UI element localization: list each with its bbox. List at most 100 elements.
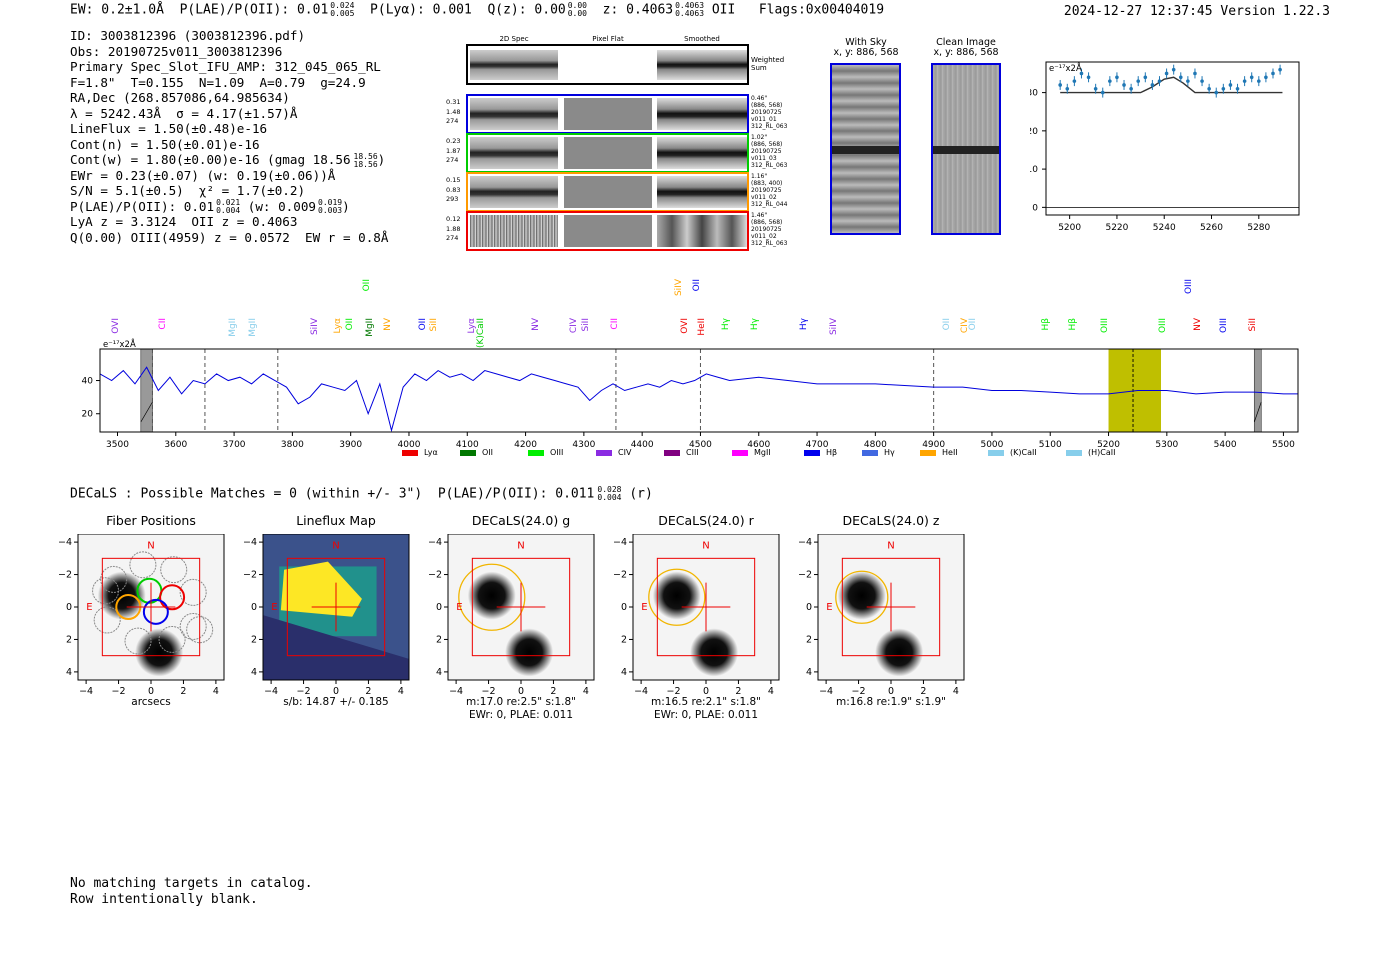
data-point (1264, 75, 1268, 80)
spectral-line-label: SiIV (828, 318, 839, 336)
data-point (1200, 79, 1204, 83)
x-tick-label: −4 (79, 686, 93, 697)
info-line: Obs: 20190725v011_3003812396 (70, 43, 283, 59)
y-tick-label: 20 (1030, 127, 1038, 137)
legend-item: Hβ (804, 448, 837, 457)
lineflux-peak (280, 561, 362, 617)
x-tick-label: 3700 (223, 440, 246, 450)
header-version: Version 1.22.3 (1220, 4, 1330, 19)
x-tick-label: 3600 (164, 440, 187, 450)
x-tick-label: 4100 (456, 440, 479, 450)
y-tick-label: −2 (613, 570, 627, 581)
info-line: EWr = 0.23(±0.07) (w: 0.19(±0.06))Å (70, 167, 336, 183)
x-tick-label: 5240 (1153, 223, 1176, 233)
fiber-row-frame (466, 211, 749, 251)
x-tick-label: 4 (583, 686, 589, 697)
header-line: EW: 0.2±1.0Å P(LAE)/P(OII): 0.01 0.024 0.0… (70, 2, 884, 18)
spectral-line-label: Hβ (1067, 318, 1078, 331)
weighted-sum-frame (466, 44, 749, 85)
info-line: λ = 5242.43Å σ = 4.17(±1.57)Å (70, 105, 298, 121)
spectrum-frame (99, 348, 1299, 433)
east-label: E (826, 602, 832, 613)
data-point (1271, 71, 1275, 76)
north-label: N (702, 541, 709, 552)
decals-panel-caption: s/b: 14.87 +/- 0.185 (283, 696, 389, 708)
spectral-line-label: SiII (429, 318, 440, 332)
east-label: E (641, 602, 647, 613)
x-tick-label: 4800 (864, 440, 887, 450)
legend-label: MgII (754, 448, 771, 457)
decals-panel-image: N E −4 4 −2 2 0 0 2 −2 4 −4 (613, 534, 780, 697)
x-tick-label: 5280 (1247, 223, 1270, 233)
x-tick-label: 5260 (1200, 223, 1223, 233)
zoom-line-chart: 5200 5220 5240 5260 5280 0 10 20 30 e⁻¹⁷x2Å (1030, 55, 1330, 235)
galaxy-1 (837, 571, 886, 620)
fiber-flat-cutout (564, 215, 652, 247)
spectral-line-label: Hβ (1041, 318, 1052, 331)
target-box (286, 557, 386, 657)
y-tick-label: −4 (243, 537, 257, 548)
x-tick-label: 2 (735, 686, 741, 697)
legend-item: Lyα (402, 448, 438, 457)
info-line: RA,Dec (268.857086,64.985634) (70, 90, 290, 105)
info-plae: P(LAE)/P(OII): 0.01 (70, 198, 215, 214)
spectral-line-label: OII (344, 318, 355, 331)
legend-label: (K)CaII (1010, 448, 1037, 457)
data-point (1129, 86, 1133, 91)
x-tick-label: 4300 (572, 440, 595, 450)
decals-panel-image: N E −4 4 −2 2 0 0 2 −2 4 −4 (798, 534, 965, 697)
x-tick-label: 2 (920, 686, 926, 697)
spectral-line-label: OII (417, 318, 428, 331)
x-tick-label: 0 (148, 686, 154, 697)
x-tick-label: −2 (482, 686, 496, 697)
x-tick-label: 2 (550, 686, 556, 697)
spectral-line-label-upper: OII (362, 279, 373, 292)
fiber-2d-cutout (470, 215, 558, 247)
legend-item: CIII (664, 448, 699, 457)
y-tick-label: −4 (428, 537, 442, 548)
x-tick-label: −4 (634, 686, 648, 697)
y-tick-label: 2 (806, 634, 812, 645)
y-tick-label: 0 (436, 602, 442, 613)
legend-item: OII (460, 448, 493, 457)
data-point (1065, 86, 1070, 91)
spectral-line-label: SiII (1248, 318, 1259, 332)
y-tick-label: 4 (251, 667, 257, 678)
decals-panel-title: DECaLS(24.0) r (658, 513, 754, 528)
info-line-plae: P(LAE)/P(OII): 0.01 0.021 0.004 (w: 0.009 0… (70, 198, 350, 215)
header-z-sub: 0.4063 (675, 9, 705, 18)
spectral-line-label: CII (609, 318, 620, 330)
spectral-line-label: OIII (1219, 318, 1230, 334)
legend-swatch (528, 449, 544, 456)
east-label: E (456, 602, 462, 613)
fiber-circle (160, 556, 188, 584)
footer-line-1: No matching targets in catalog. (70, 876, 313, 891)
clean-image-title: Clean Image x, y: 886, 568 (926, 38, 1006, 58)
header-flags: Flags:0x00404019 (758, 2, 885, 18)
y-tick-label: 2 (621, 634, 627, 645)
legend-swatch (732, 449, 748, 456)
x-tick-label: 5000 (980, 440, 1003, 450)
y-tick-label: −4 (613, 537, 627, 548)
data-point (1178, 75, 1183, 80)
data-point (1171, 67, 1176, 72)
info-gmag-sup: 18.56 (353, 151, 378, 161)
x-tick-label: 2 (365, 686, 371, 697)
clean-image-trace (933, 146, 999, 154)
x-tick-label: 4900 (922, 440, 945, 450)
fiber-values: 0.15 0.83 293 (446, 176, 461, 203)
header-z: z: 0.4063 (602, 2, 674, 18)
with-sky-label: With Sky (845, 37, 887, 48)
target-box (656, 557, 756, 657)
data-point (1136, 79, 1141, 83)
fiber-flat-cutout (564, 98, 652, 130)
x-tick-label: 5500 (1272, 440, 1295, 450)
fiber-circle (129, 551, 157, 579)
full-spectrum-chart: 3500 3600 3700 3800 3900 4000 4100 4200 4300 4400… (82, 338, 1299, 450)
data-point (1108, 79, 1112, 83)
spectral-line-label: Lyα (333, 318, 344, 334)
fiber-circle (158, 625, 186, 653)
galaxy-1 (467, 571, 516, 620)
decals-panel-caption: m:17.0 re:2.5" s:1.8" (466, 696, 576, 708)
data-point (1193, 71, 1197, 76)
